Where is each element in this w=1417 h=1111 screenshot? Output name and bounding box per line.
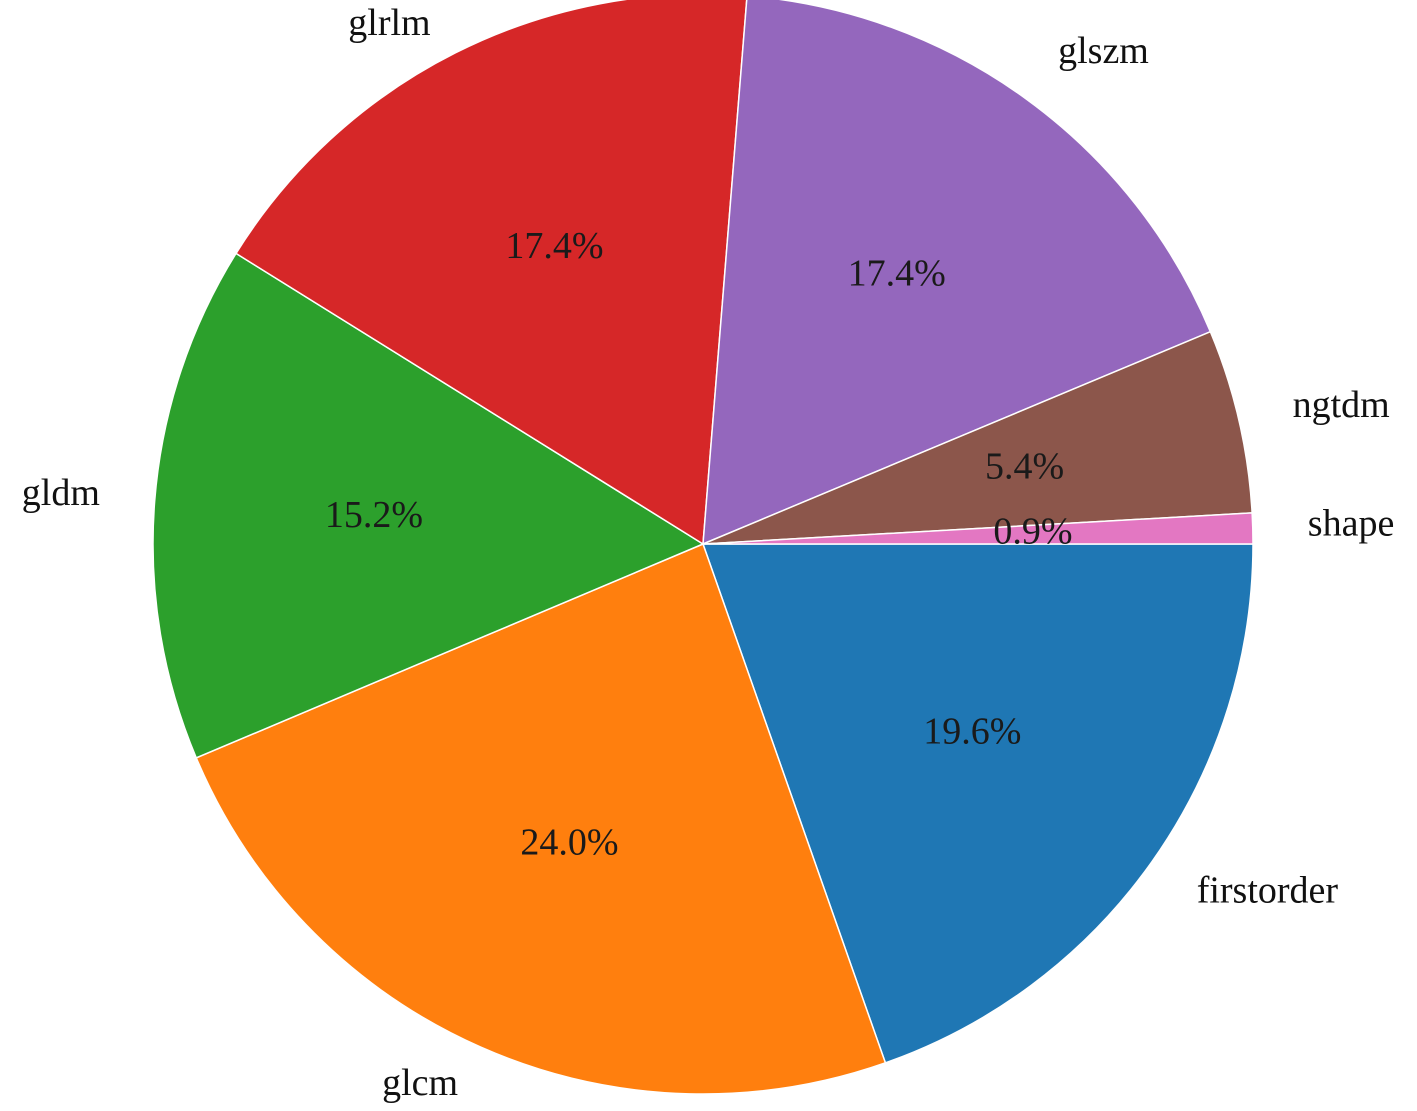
percent-label-glrlm: 17.4% xyxy=(505,225,603,267)
category-label-shape: shape xyxy=(1308,503,1395,545)
pie-slice-glrlm xyxy=(234,0,748,546)
pie-category-labels: firstorder glcm gldm glrlm glszm ngtdm shape xyxy=(22,2,1395,1104)
category-label-ngtdm: ngtdm xyxy=(1293,384,1390,426)
percent-label-shape: 0.9% xyxy=(993,510,1072,552)
category-label-gldm: gldm xyxy=(22,472,100,514)
category-label-glcm: glcm xyxy=(382,1062,458,1104)
pie-slice-glszm xyxy=(702,0,1212,546)
percent-label-ngtdm: 5.4% xyxy=(985,446,1064,488)
pie-slice-ngtdm xyxy=(702,330,1253,545)
pie-slice-shape xyxy=(702,512,1254,545)
percent-label-gldm: 15.2% xyxy=(325,494,423,536)
category-label-glszm: glszm xyxy=(1058,30,1149,72)
pie-slice-gldm xyxy=(152,252,705,759)
pie-slice-glcm xyxy=(195,542,887,1095)
percent-label-glcm: 24.0% xyxy=(520,822,618,864)
pie-percent-labels: 19.6% 24.0% 15.2% 17.4% 17.4% 5.4% 0.9% xyxy=(325,225,1073,864)
percent-label-glszm: 17.4% xyxy=(848,253,946,295)
category-label-glrlm: glrlm xyxy=(348,2,430,44)
category-label-firstorder: firstorder xyxy=(1197,869,1339,911)
percent-label-firstorder: 19.6% xyxy=(923,711,1021,753)
pie-slices xyxy=(152,0,1254,1095)
